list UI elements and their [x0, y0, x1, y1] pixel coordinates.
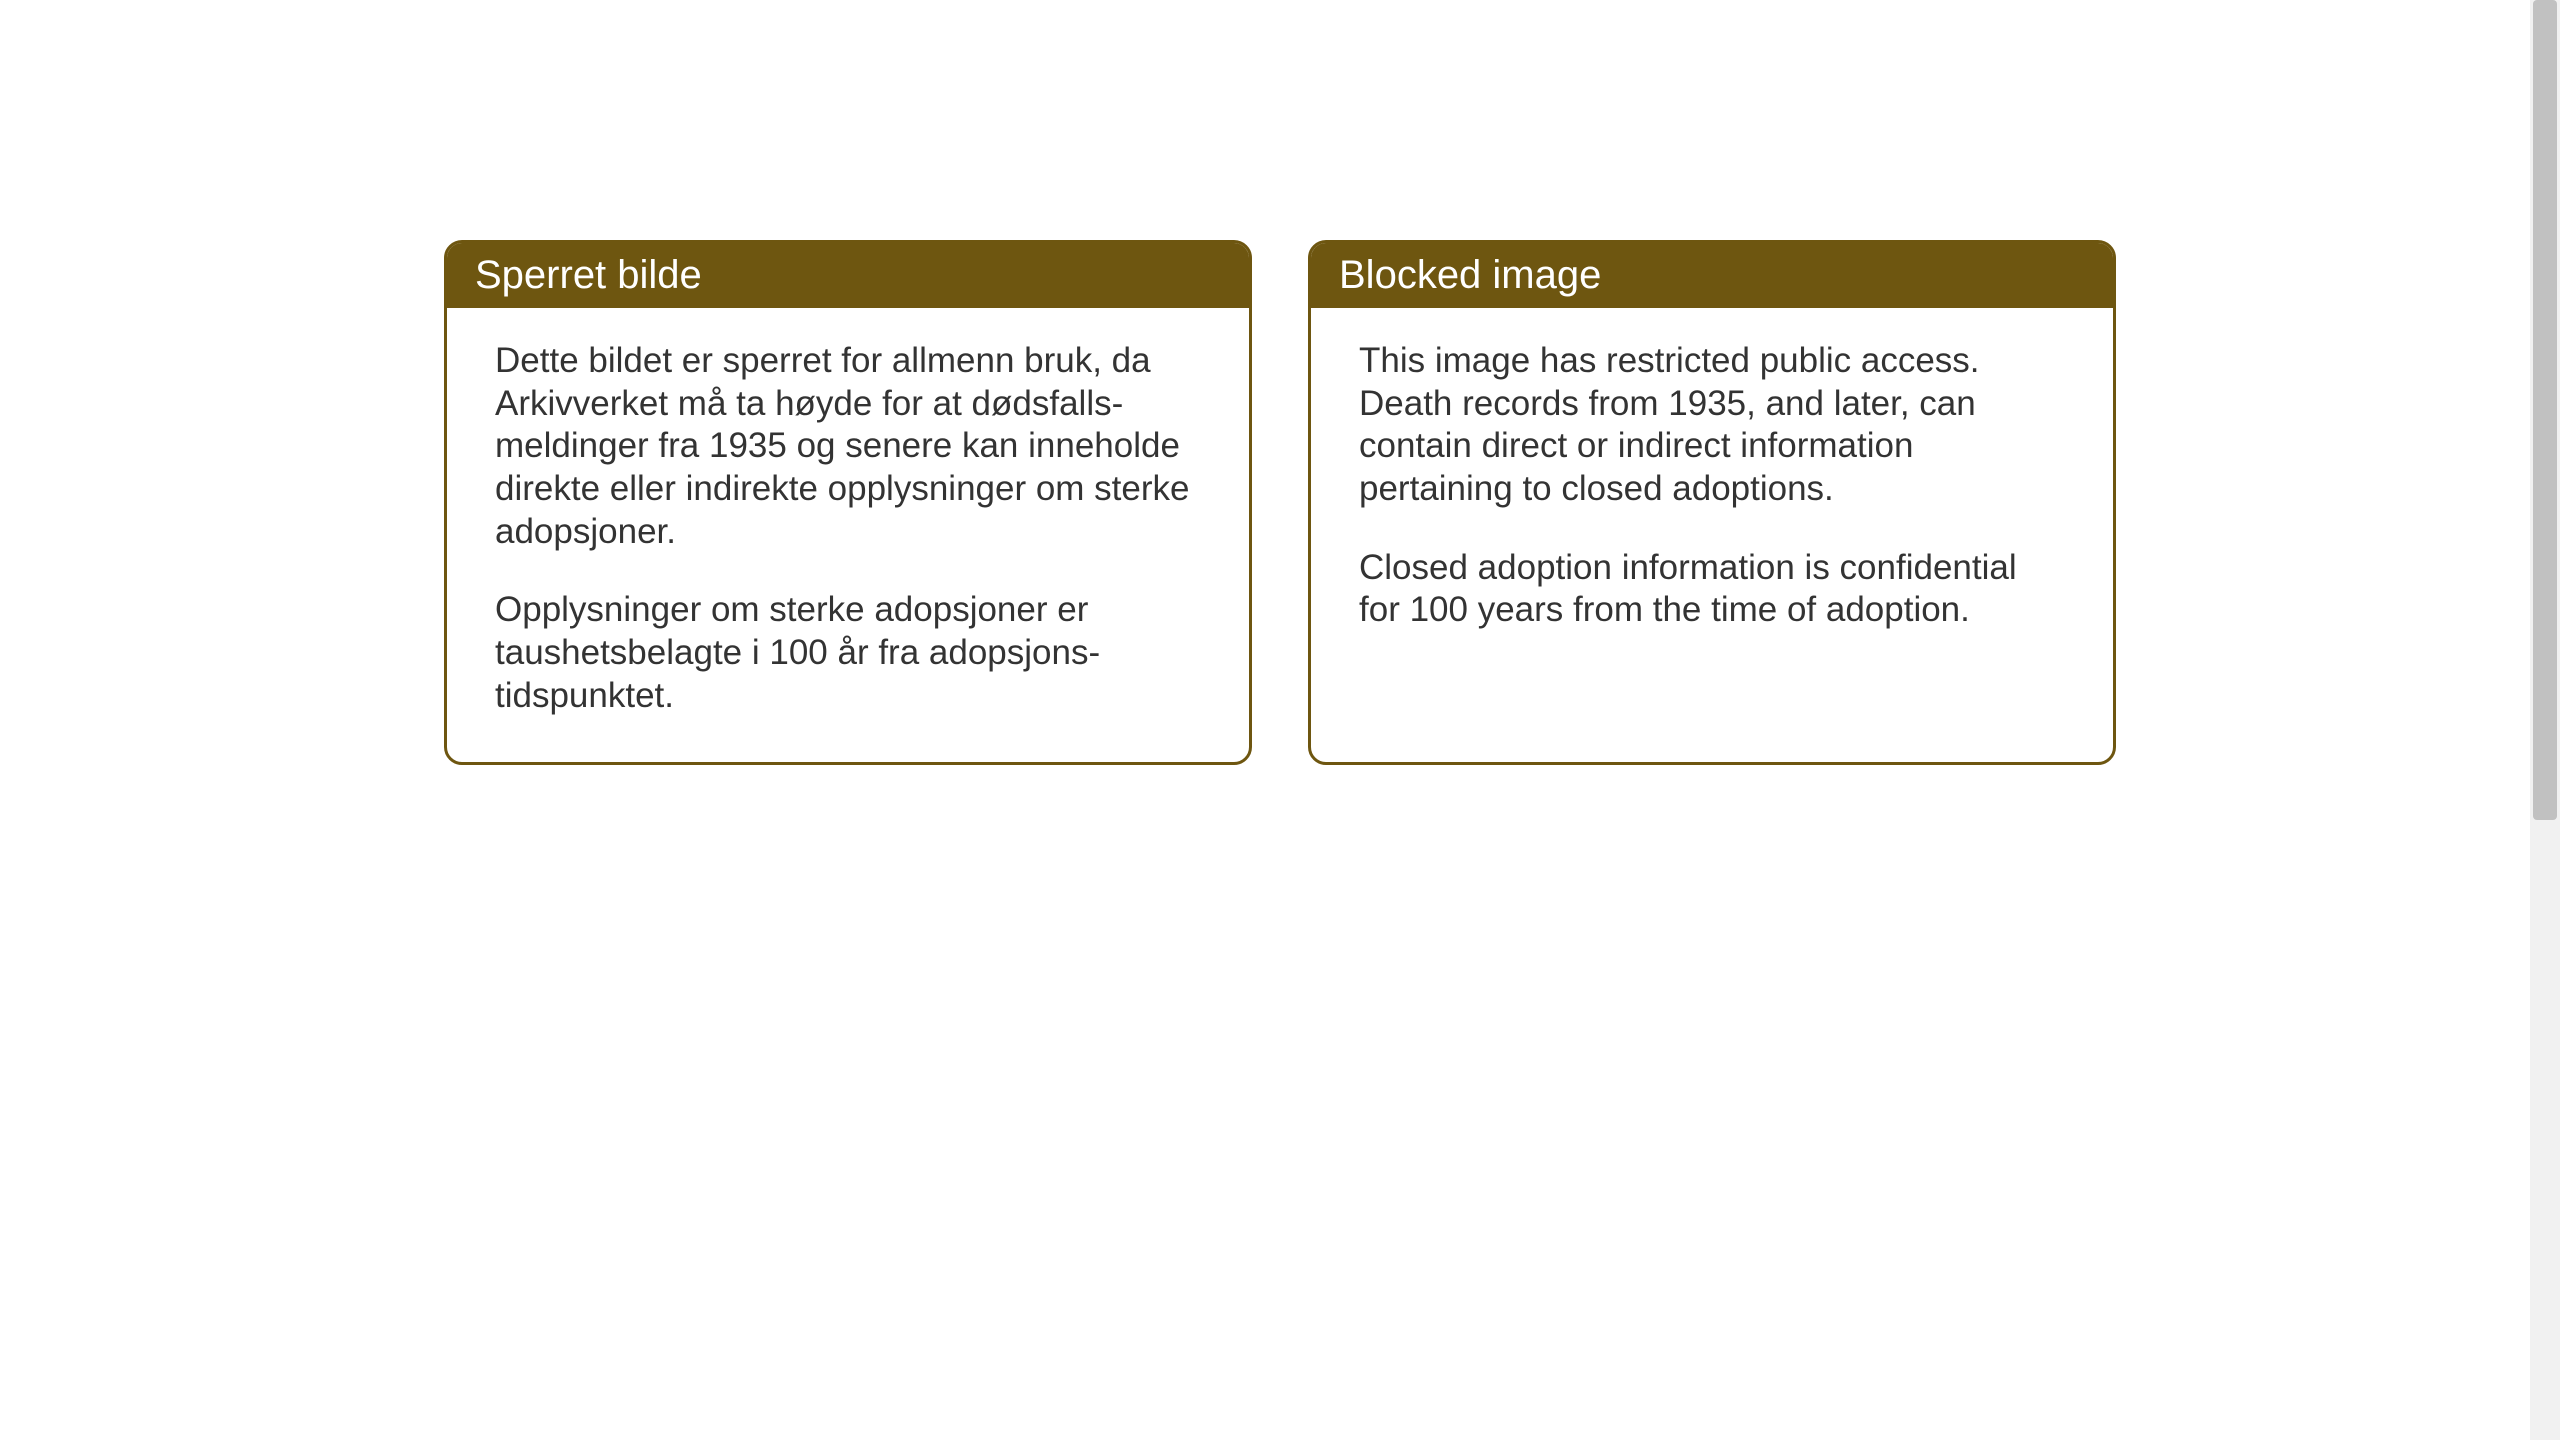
norwegian-paragraph-1: Dette bildet er sperret for allmenn bruk…	[495, 340, 1201, 553]
english-paragraph-2: Closed adoption information is confident…	[1359, 547, 2065, 632]
scrollbar-thumb[interactable]	[2533, 0, 2557, 820]
english-card-body: This image has restricted public access.…	[1311, 308, 2113, 676]
norwegian-paragraph-2: Opplysninger om sterke adopsjoner er tau…	[495, 589, 1201, 717]
norwegian-card-body: Dette bildet er sperret for allmenn bruk…	[447, 308, 1249, 762]
notice-cards-container: Sperret bilde Dette bildet er sperret fo…	[444, 240, 2116, 765]
vertical-scrollbar[interactable]	[2530, 0, 2560, 1440]
english-paragraph-1: This image has restricted public access.…	[1359, 340, 2065, 511]
english-notice-card: Blocked image This image has restricted …	[1308, 240, 2116, 765]
norwegian-card-title: Sperret bilde	[447, 243, 1249, 308]
english-card-title: Blocked image	[1311, 243, 2113, 308]
norwegian-notice-card: Sperret bilde Dette bildet er sperret fo…	[444, 240, 1252, 765]
